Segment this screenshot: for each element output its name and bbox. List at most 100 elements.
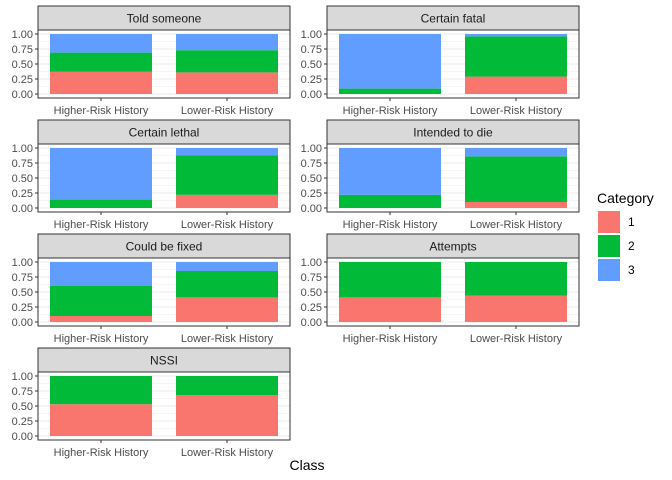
y-tick-label: 0.00 bbox=[12, 89, 33, 101]
y-tick-label: 1.00 bbox=[12, 143, 33, 155]
legend-label-2: 2 bbox=[628, 239, 635, 253]
panel-could-be-fixed: Could be fixed 0.00 0.25 0.50 0.75 1.00 Higher… bbox=[12, 233, 291, 345]
x-tick-label: Lower-Risk History bbox=[470, 105, 563, 117]
x-tick-label: Lower-Risk History bbox=[181, 105, 274, 117]
bar-segment-1 bbox=[176, 297, 278, 322]
bar-segment-3 bbox=[465, 148, 567, 157]
bar-segment-3 bbox=[50, 34, 152, 53]
bar-segment-1 bbox=[465, 202, 567, 208]
y-tick-label: 1.00 bbox=[12, 29, 33, 41]
bar-segment-2 bbox=[176, 50, 278, 73]
x-tick-label: Lower-Risk History bbox=[470, 219, 563, 231]
bar-segment-2 bbox=[465, 36, 567, 77]
y-tick-label: 0.25 bbox=[301, 188, 322, 200]
y-tick-label: 0.75 bbox=[12, 158, 33, 170]
bar-segment-3 bbox=[176, 262, 278, 271]
panel-intended-to-die: Intended to die 0.00 0.25 0.50 0.75 1.00 Highe… bbox=[301, 119, 580, 231]
bar-segment-2 bbox=[50, 286, 152, 316]
x-tick-label: Higher-Risk History bbox=[343, 219, 438, 231]
panel-strip bbox=[37, 5, 291, 31]
x-tick-label: Higher-Risk History bbox=[343, 333, 438, 345]
bar-segment-2 bbox=[339, 194, 441, 208]
y-tick-label: 0.00 bbox=[301, 317, 322, 329]
bar-segment-1 bbox=[50, 404, 152, 436]
y-tick-label: 0.25 bbox=[12, 74, 33, 86]
bar-segment-1 bbox=[339, 297, 441, 322]
legend-label-3: 3 bbox=[628, 263, 635, 277]
bar-segment-1 bbox=[176, 395, 278, 436]
bar-segment-1 bbox=[465, 76, 567, 94]
bar-segment-1 bbox=[465, 295, 567, 322]
y-tick-label: 1.00 bbox=[301, 143, 322, 155]
panel-title: Certain lethal bbox=[129, 126, 200, 140]
y-tick-label: 0.75 bbox=[12, 272, 33, 284]
bar-segment-2 bbox=[176, 271, 278, 298]
bar-segment-2 bbox=[339, 88, 441, 94]
bar-segment-2 bbox=[176, 155, 278, 195]
y-tick-label: 0.75 bbox=[301, 44, 322, 56]
legend-title: Category bbox=[597, 190, 654, 206]
y-tick-label: 0.25 bbox=[301, 74, 322, 86]
y-tick-label: 0.25 bbox=[12, 416, 33, 428]
x-tick-label: Higher-Risk History bbox=[54, 333, 149, 345]
bar-segment-2 bbox=[339, 262, 441, 298]
y-tick-label: 1.00 bbox=[12, 371, 33, 383]
panel-nssi: NSSI 0.00 0.25 0.50 0.75 1.00 Higher-Risk Hist… bbox=[12, 347, 291, 459]
x-tick-label: Higher-Risk History bbox=[54, 219, 149, 231]
y-tick-label: 0.25 bbox=[12, 302, 33, 314]
bar-segment-3 bbox=[176, 148, 278, 156]
panel-title: Told someone bbox=[127, 12, 202, 26]
panel-strip bbox=[326, 119, 580, 145]
x-tick-label: Higher-Risk History bbox=[54, 105, 149, 117]
y-tick-label: 0.50 bbox=[12, 59, 33, 71]
x-tick-label: Higher-Risk History bbox=[54, 447, 149, 459]
panel-title: Could be fixed bbox=[126, 240, 203, 254]
bar-segment-2 bbox=[50, 52, 152, 72]
y-tick-label: 0.50 bbox=[12, 173, 33, 185]
bar-segment-3 bbox=[465, 34, 567, 37]
y-tick-label: 0.25 bbox=[12, 188, 33, 200]
bar-segment-3 bbox=[339, 34, 441, 89]
y-tick-label: 0.75 bbox=[12, 44, 33, 56]
panel-strip bbox=[326, 233, 580, 259]
legend: Category 1 2 3 bbox=[597, 190, 654, 281]
x-tick-label: Lower-Risk History bbox=[470, 333, 563, 345]
bar-segment-2 bbox=[465, 262, 567, 296]
bar-segment-1 bbox=[176, 72, 278, 94]
y-tick-label: 0.75 bbox=[301, 158, 322, 170]
bar-segment-1 bbox=[50, 71, 152, 94]
y-tick-label: 0.00 bbox=[301, 89, 322, 101]
bar-segment-3 bbox=[50, 262, 152, 286]
bar-segment-3 bbox=[50, 148, 152, 200]
x-tick-label: Lower-Risk History bbox=[181, 447, 274, 459]
panel-attempts: Attempts 0.00 0.25 0.50 0.75 1.00 Higher-Risk … bbox=[301, 233, 580, 345]
bar-segment-2 bbox=[176, 376, 278, 396]
legend-key-2 bbox=[598, 235, 620, 257]
y-tick-label: 0.75 bbox=[301, 272, 322, 284]
legend-key-1 bbox=[598, 211, 620, 233]
x-tick-label: Lower-Risk History bbox=[181, 219, 274, 231]
y-tick-label: 0.50 bbox=[301, 287, 322, 299]
panel-certain-fatal: Certain fatal 0.00 0.25 0.50 0.75 1.00 Higher-… bbox=[301, 5, 580, 117]
y-tick-label: 0.25 bbox=[301, 302, 322, 314]
panel-title: Attempts bbox=[429, 240, 476, 254]
y-tick-label: 1.00 bbox=[301, 29, 322, 41]
bar-segment-1 bbox=[50, 316, 152, 322]
bar-segment-2 bbox=[465, 156, 567, 202]
y-tick-label: 0.50 bbox=[301, 173, 322, 185]
y-tick-label: 0.50 bbox=[12, 401, 33, 413]
legend-key-3 bbox=[598, 259, 620, 281]
y-tick-label: 1.00 bbox=[301, 257, 322, 269]
bar-segment-1 bbox=[176, 194, 278, 208]
panel-told-someone: Told someone 0.00 0.25 0.50 0.75 1.00 Higher-R… bbox=[12, 5, 291, 117]
panel-title: NSSI bbox=[150, 354, 178, 368]
bar-segment-2 bbox=[50, 199, 152, 208]
x-tick-label: Lower-Risk History bbox=[181, 333, 274, 345]
bar-segment-3 bbox=[176, 34, 278, 51]
panel-title: Certain fatal bbox=[421, 12, 486, 26]
panel-strip bbox=[37, 119, 291, 145]
x-axis-title: Class bbox=[289, 457, 324, 473]
bar-segment-2 bbox=[50, 376, 152, 405]
y-tick-label: 0.75 bbox=[12, 386, 33, 398]
